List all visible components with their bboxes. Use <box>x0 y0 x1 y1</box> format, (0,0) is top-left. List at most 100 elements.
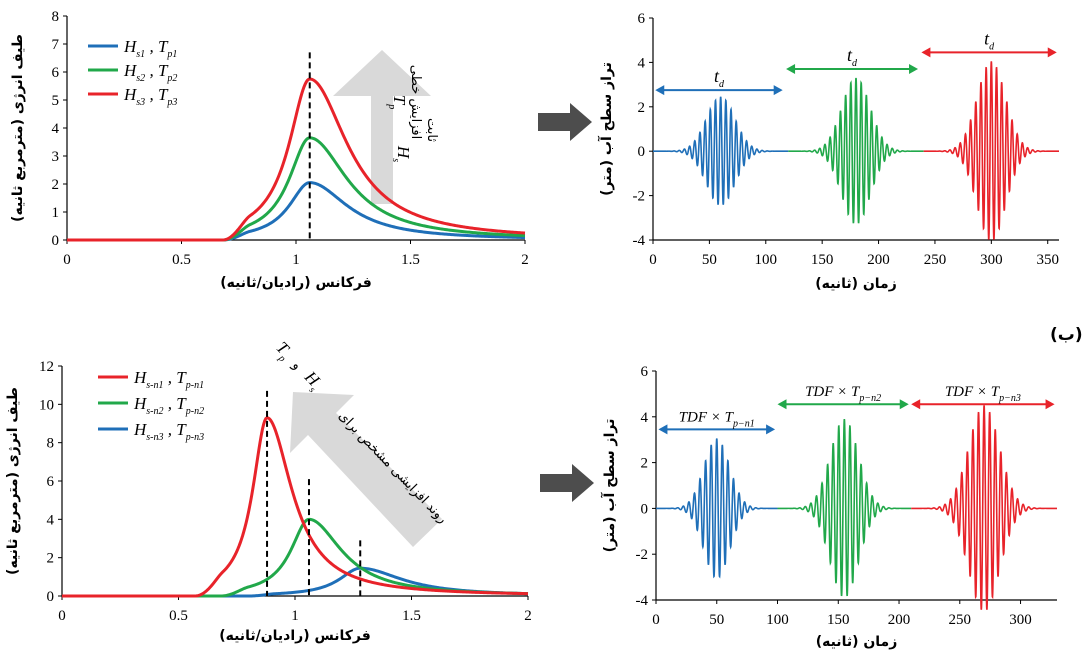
annotation-text: ثابت <box>424 118 439 142</box>
x-tick-label: 1 <box>292 252 300 268</box>
wave-series-red <box>923 61 1059 240</box>
x-tick-label: 0 <box>652 612 660 628</box>
y-tick-label: 0 <box>52 233 60 249</box>
duration-label: td <box>847 45 858 69</box>
x-tick-label: 1 <box>291 608 299 624</box>
chart-top-left: 0 1 2 3 4 5 6 7 8 0 0.5 1 1.5 2 فرکانس (رادیان/ثانیه) ط… <box>10 9 529 291</box>
y-axis-title: تراز سطح آب (متر) <box>600 419 618 553</box>
y-tick-label: -4 <box>633 233 646 249</box>
y-tick-label: 4 <box>641 410 649 426</box>
y-tick-label: 6 <box>638 11 646 27</box>
x-tick-label: 250 <box>949 612 972 628</box>
chart-bottom-right: -4 -2 0 2 4 6 0 50 100 150 200 250 300 زمان (ثانیه) تر… <box>600 364 1057 650</box>
series-line-red <box>67 77 526 242</box>
arrow-head <box>777 399 787 410</box>
y-tick-label: 0 <box>47 589 55 605</box>
annotation-math: Tp <box>386 95 409 109</box>
annotation-math: Hs <box>390 145 413 162</box>
y-tick-label: 5 <box>52 93 60 109</box>
x-tick-label: 0.5 <box>169 608 188 624</box>
x-tick-label: 0.5 <box>172 252 191 268</box>
wave-series-blue <box>656 438 778 579</box>
duration-label: td <box>984 28 995 52</box>
annotation-math: Tp <box>270 338 297 364</box>
x-tick-label: 1.5 <box>402 608 421 624</box>
y-tick-label: 4 <box>638 55 646 71</box>
y-tick-label: 6 <box>641 364 649 380</box>
x-tick-label: 200 <box>867 252 890 268</box>
arrow-head <box>909 64 919 75</box>
legend-label: Hs-n3 , Tp-n3 <box>133 420 204 443</box>
y-tick-label: 2 <box>47 551 55 567</box>
x-tick-label: 1.5 <box>401 252 420 268</box>
y-tick-label: 12 <box>39 359 54 375</box>
chart-top-right: -4 -2 0 2 4 6 0 50 100 150 200 250 300 350 زمان (ثانیه… <box>597 11 1059 292</box>
x-axis-title: زمان (ثانیه) <box>815 276 897 292</box>
x-tick-label: 2 <box>521 252 529 268</box>
y-axis-title: طیف انرژی (مترمربع ثانیه) <box>10 34 26 222</box>
arrow-head <box>899 399 909 410</box>
arrow-head <box>911 399 921 410</box>
x-tick-label: 100 <box>755 252 778 268</box>
duration-label: TDF × Tp−n1 <box>679 409 755 429</box>
y-axis-title: طیف انرژی (مترمربع ثانیه) <box>5 387 21 575</box>
transition-arrow-bottom <box>540 464 594 502</box>
x-tick-label: 350 <box>1036 252 1059 268</box>
x-tick-label: 150 <box>827 612 850 628</box>
arrow-head <box>786 64 796 75</box>
y-tick-label: 2 <box>52 177 60 193</box>
y-tick-label: 3 <box>52 149 60 165</box>
x-tick-label: 0 <box>649 252 657 268</box>
annotation-text: افزایش خطی <box>408 65 423 139</box>
legend-label: Hs3 , Tp3 <box>123 85 177 108</box>
arrow-head <box>655 85 665 96</box>
x-tick-label: 300 <box>1009 612 1032 628</box>
duration-label: TDF × Tp−n3 <box>945 384 1021 404</box>
arrow-head <box>1047 47 1057 58</box>
annotation-math: Hs <box>297 367 326 395</box>
trend-arrow <box>290 392 442 547</box>
y-tick-label: -2 <box>633 189 646 205</box>
annotation-text: و <box>288 357 304 373</box>
y-axis-title: تراز سطح آب (متر) <box>597 62 615 196</box>
x-tick-label: 50 <box>702 252 717 268</box>
y-tick-label: 6 <box>47 474 55 490</box>
wave-series-blue <box>653 96 789 205</box>
x-axis-title: زمان (ثانیه) <box>816 634 898 650</box>
y-tick-label: 0 <box>641 501 649 517</box>
wave-series-green <box>777 418 912 597</box>
y-tick-label: -2 <box>636 547 649 563</box>
y-tick-label: 10 <box>39 397 54 413</box>
x-axis-title: فرکانس (رادیان/ثانیه) <box>219 628 371 644</box>
panel-label-b: (ب) <box>1050 325 1083 345</box>
x-tick-label: 50 <box>709 612 724 628</box>
y-tick-label: 6 <box>52 65 60 81</box>
y-tick-label: 7 <box>52 37 60 53</box>
y-tick-label: 4 <box>52 121 60 137</box>
x-axis-title: فرکانس (رادیان/ثانیه) <box>220 275 372 291</box>
arrow-head <box>921 47 931 58</box>
x-tick-label: 300 <box>980 252 1003 268</box>
legend-label: Hs-n2 , Tp-n2 <box>133 394 204 417</box>
series-line-green <box>62 517 529 598</box>
arrow-head <box>658 424 668 435</box>
arrow-head <box>766 424 776 435</box>
wave-series-green <box>788 77 924 224</box>
legend-label: Hs1 , Tp1 <box>123 37 177 60</box>
y-tick-label: 8 <box>52 9 60 25</box>
y-tick-label: -4 <box>636 593 649 609</box>
y-tick-label: 1 <box>52 205 60 221</box>
legend-label: Hs-n1 , Tp-n1 <box>133 368 204 391</box>
y-tick-label: 2 <box>638 100 646 116</box>
arrow-head <box>773 85 783 96</box>
y-tick-label: 8 <box>47 436 55 452</box>
wave-series-red <box>911 405 1057 610</box>
y-tick-label: 0 <box>638 144 646 160</box>
chart-bottom-left: 0 2 4 6 8 10 12 0 0.5 1 1.5 2 فرکانس (رادیان/ثانیه) ط… <box>5 338 532 644</box>
duration-label: TDF × Tp−n2 <box>805 384 881 404</box>
x-tick-label: 0 <box>63 252 71 268</box>
arrow-head <box>1045 399 1055 410</box>
series-line-red <box>62 416 529 598</box>
